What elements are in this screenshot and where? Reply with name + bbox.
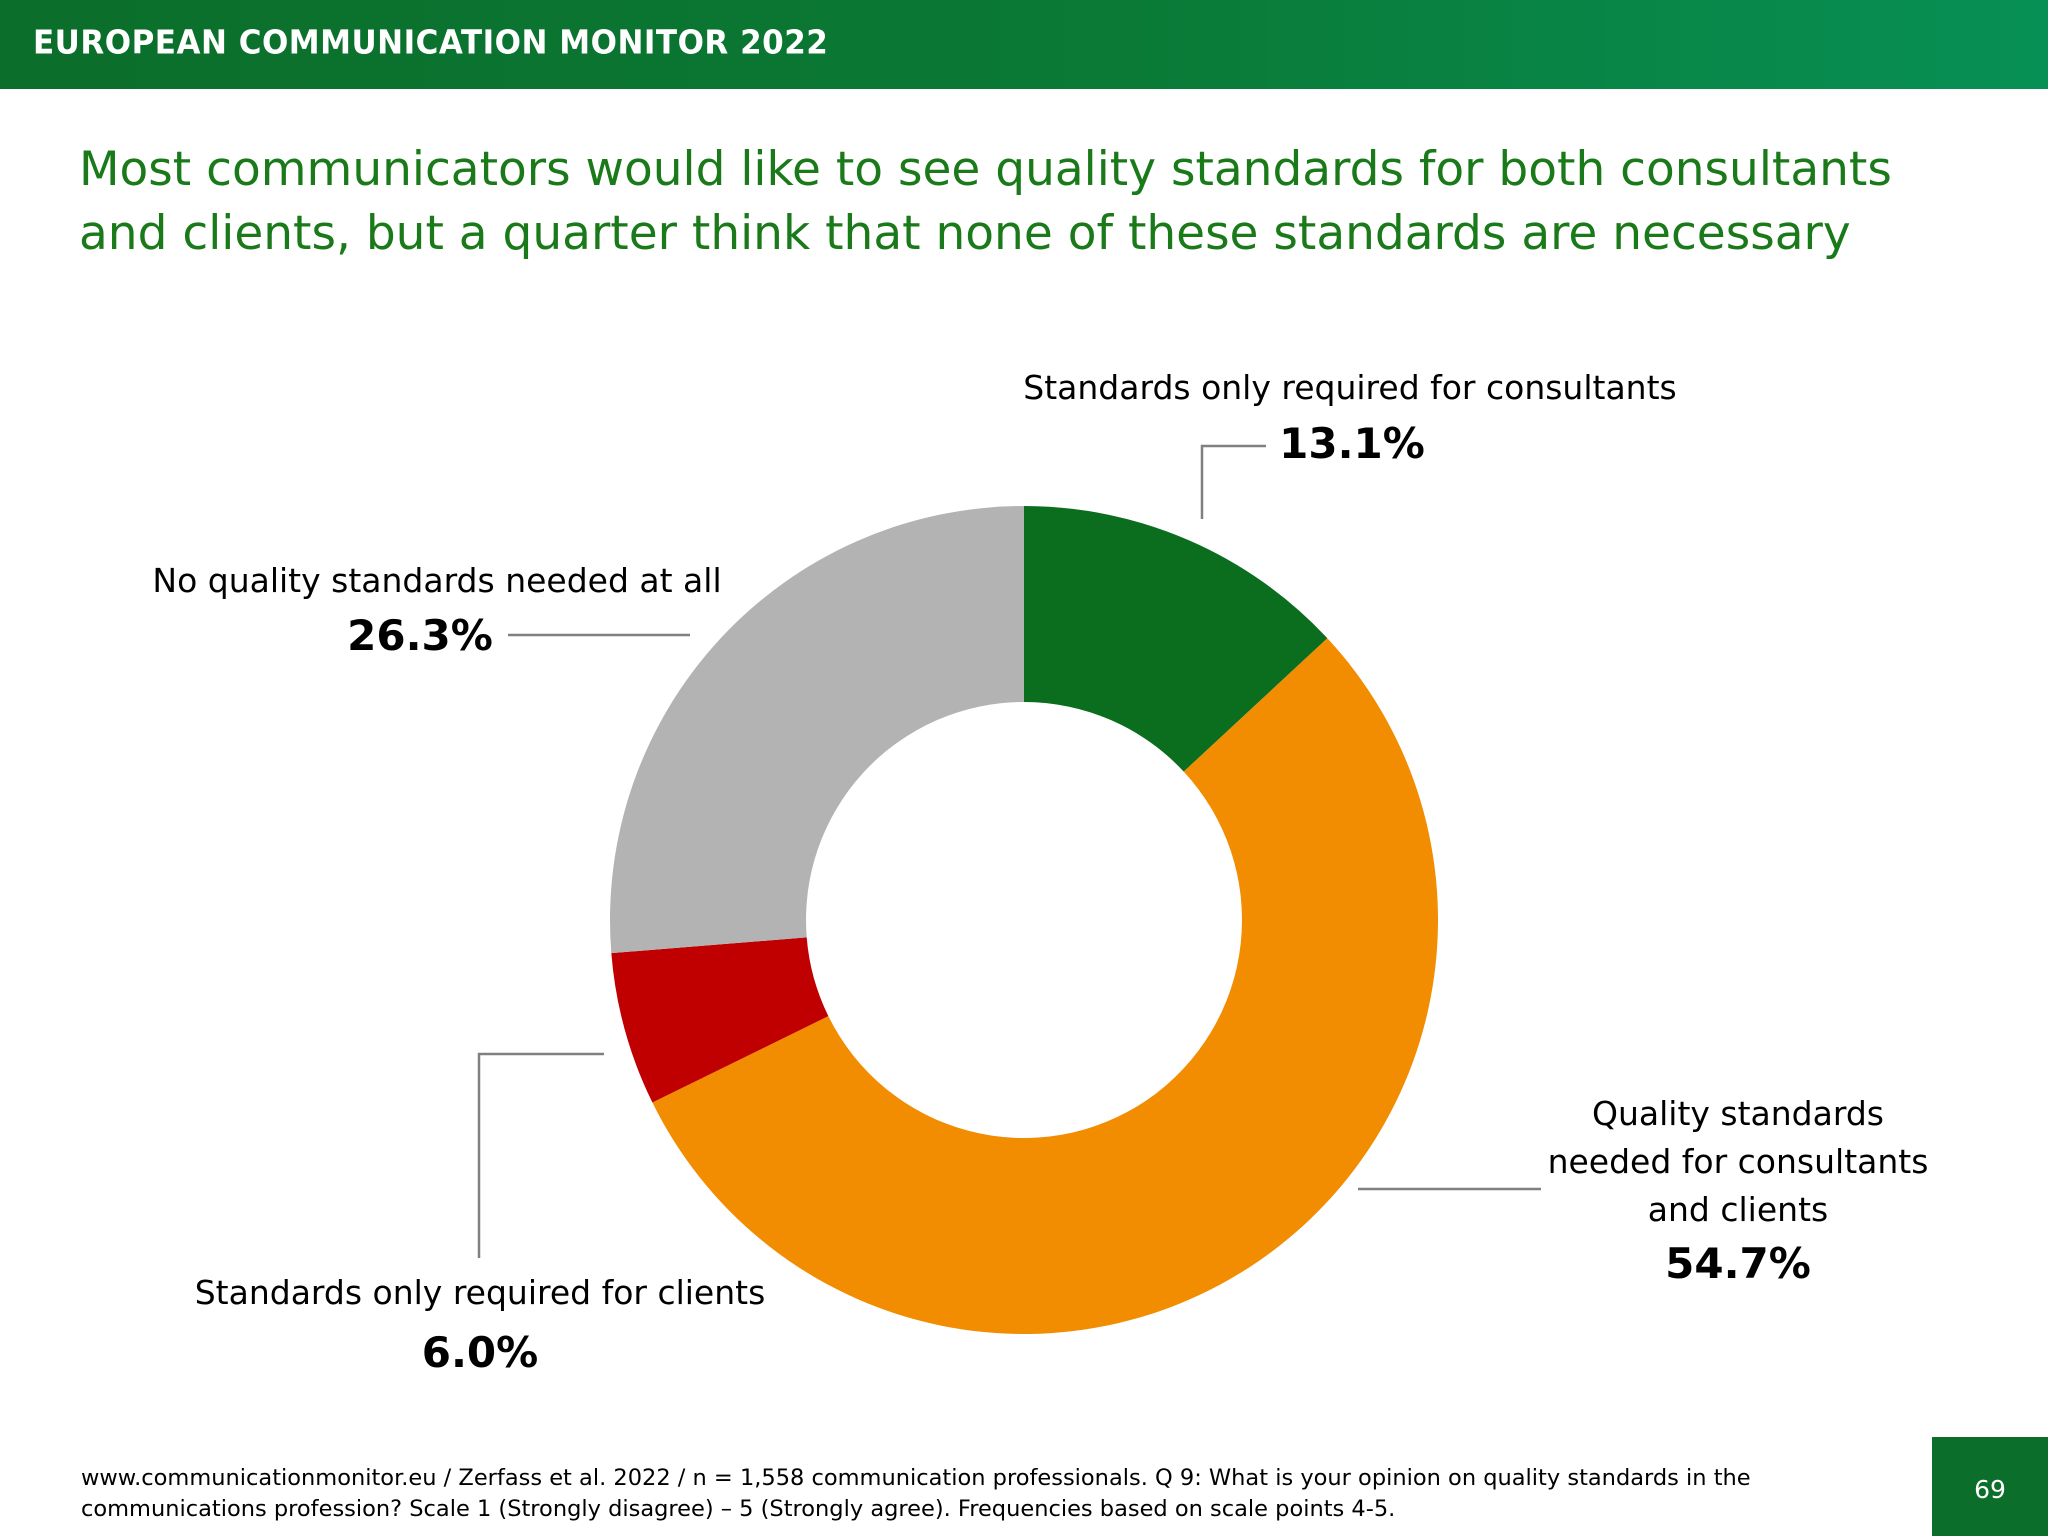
slice-consultants bbox=[1024, 506, 1328, 772]
footer-line-1: www.communicationmonitor.eu / Zerfass et… bbox=[81, 1465, 1751, 1491]
slide-title-line-1: Most communicators would like to see qua… bbox=[79, 142, 1892, 197]
header-title: EUROPEAN COMMUNICATION MONITOR 2022 bbox=[33, 24, 829, 62]
label-both-line-1: Quality standards bbox=[1592, 1094, 1884, 1133]
label-clients: Standards only required for clients 6.0% bbox=[150, 1269, 810, 1381]
footer-line-2: communications profession? Scale 1 (Stro… bbox=[81, 1496, 1396, 1522]
leader-line-consultants bbox=[1200, 444, 1266, 519]
page-number-box: 69 bbox=[1932, 1437, 2048, 1536]
label-both-line-2: needed for consultants bbox=[1547, 1142, 1929, 1181]
slide-title: Most communicators would like to see qua… bbox=[79, 138, 1979, 266]
leader-line-clients bbox=[477, 1052, 604, 1258]
slice-both bbox=[652, 638, 1438, 1334]
label-consultants-name: Standards only required for consultants bbox=[1023, 368, 1677, 407]
label-consultants: Standards only required for consultants bbox=[1000, 364, 1700, 412]
label-both: Quality standards needed for consultants… bbox=[1488, 1090, 1988, 1292]
label-none-value: 26.3% bbox=[347, 611, 493, 660]
slice-clients bbox=[611, 937, 829, 1103]
page-number: 69 bbox=[1974, 1475, 2006, 1504]
slide-title-line-2: and clients, but a quarter think that no… bbox=[79, 206, 1851, 261]
header-bar: EUROPEAN COMMUNICATION MONITOR 2022 bbox=[0, 0, 2048, 89]
label-consultants-value: 13.1% bbox=[1279, 419, 1425, 468]
label-clients-value: 6.0% bbox=[421, 1328, 539, 1377]
slice-none bbox=[610, 506, 1024, 954]
footer-source-note: www.communicationmonitor.eu / Zerfass et… bbox=[81, 1463, 1901, 1525]
label-none: No quality standards needed at all bbox=[107, 557, 767, 605]
label-both-line-3: and clients bbox=[1647, 1190, 1829, 1229]
label-both-value: 54.7% bbox=[1665, 1239, 1811, 1288]
label-clients-name: Standards only required for clients bbox=[194, 1273, 766, 1312]
label-none-name: No quality standards needed at all bbox=[152, 561, 722, 600]
